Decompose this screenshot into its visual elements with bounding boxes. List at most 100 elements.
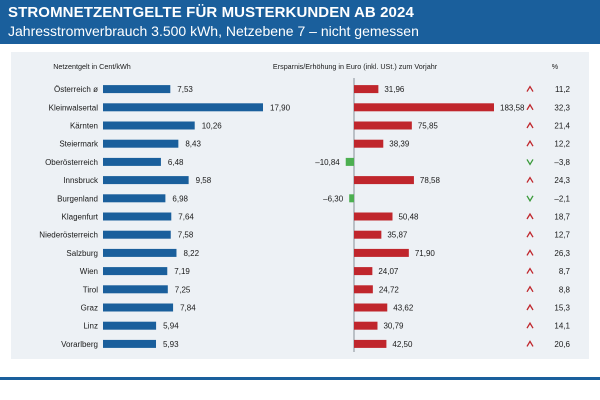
change-bar	[354, 267, 373, 276]
chart-subtitle: Jahresstromverbrauch 3.500 kWh, Netzeben…	[8, 23, 419, 39]
change-bar	[349, 194, 354, 203]
percent-value: 26,3	[554, 249, 570, 258]
netzentgelt-bar	[103, 212, 172, 221]
category-label: Kleinwalsertal	[49, 103, 99, 112]
arrow-down-icon	[526, 159, 534, 166]
category-label: Kärnten	[70, 122, 98, 131]
netzentgelt-value: 8,22	[183, 249, 199, 258]
netzentgelt-value: 7,25	[175, 285, 191, 294]
percent-value: 32,3	[554, 103, 570, 112]
percent-value: 21,4	[554, 122, 570, 131]
netzentgelt-value: 7,53	[177, 85, 193, 94]
netzentgelt-bar	[103, 321, 157, 330]
arrow-up-icon	[526, 85, 534, 92]
percent-value: 15,3	[554, 304, 570, 313]
netzentgelt-value: 7,19	[174, 267, 190, 276]
netzentgelt-bar	[103, 139, 179, 148]
percent-value: 8,8	[559, 285, 571, 294]
change-value: 78,58	[420, 176, 441, 185]
change-value: 42,50	[392, 340, 413, 349]
category-label: Salzburg	[66, 249, 98, 258]
change-value: 31,96	[384, 85, 405, 94]
arrow-up-icon	[526, 321, 534, 329]
change-bar	[354, 248, 409, 257]
column-header-change: Ersparnis/Erhöhung in Euro (inkl. USt.) …	[273, 62, 438, 71]
change-value: 35,87	[387, 231, 408, 240]
netzentgelt-bar	[103, 303, 174, 312]
netzentgelt-bar	[103, 85, 171, 94]
chart-title: STROMNETZENTGELTE FÜR MUSTERKUNDEN AB 20…	[8, 4, 414, 21]
category-label: Steiermark	[59, 140, 99, 149]
percent-value: 8,7	[559, 267, 571, 276]
change-value: 24,07	[378, 267, 399, 276]
change-value: 183,58	[500, 103, 525, 112]
netzentgelt-value: 7,64	[178, 213, 194, 222]
arrow-up-icon	[526, 176, 534, 183]
change-bar	[354, 321, 378, 330]
change-bar	[354, 139, 384, 148]
arrow-up-icon	[526, 267, 534, 274]
netzentgelt-value: 10,26	[202, 122, 223, 131]
arrow-down-icon	[526, 195, 534, 203]
change-bar	[354, 339, 387, 348]
arrow-up-icon	[526, 340, 534, 347]
percent-value: 20,6	[554, 340, 570, 349]
column-header-netzentgelt: Netzentgelt in Cent/kWh	[53, 62, 131, 71]
netzentgelt-value: 5,93	[163, 340, 179, 349]
bottom-rule	[0, 377, 600, 380]
category-label: Vorarlberg	[61, 340, 98, 349]
netzentgelt-value: 7,58	[178, 231, 194, 240]
change-bar	[354, 103, 494, 112]
percent-value: –3,8	[554, 158, 570, 167]
category-label: Österreich ø	[54, 85, 98, 94]
arrow-up-icon	[526, 212, 534, 220]
netzentgelt-bar	[103, 194, 166, 203]
change-bar	[345, 157, 354, 166]
percent-value: –2,1	[554, 194, 570, 203]
category-label: Tirol	[83, 285, 98, 294]
change-bar	[354, 230, 382, 239]
netzentgelt-value: 7,84	[180, 304, 196, 313]
change-bar	[354, 285, 373, 294]
percent-value: 12,2	[554, 140, 570, 149]
change-value: 30,79	[383, 322, 404, 331]
netzentgelt-bar	[103, 248, 177, 257]
change-value: 71,90	[415, 249, 436, 258]
change-value: 75,85	[418, 122, 439, 131]
change-bar	[354, 212, 393, 221]
netzentgelt-bar	[103, 230, 171, 239]
arrow-up-icon	[526, 249, 534, 256]
netzentgelt-value: 6,98	[172, 194, 188, 203]
change-value: 43,62	[393, 304, 414, 313]
netzentgelt-bar	[103, 285, 168, 294]
change-value: 24,72	[379, 285, 400, 294]
percent-value: 24,3	[554, 176, 570, 185]
netzentgelt-value: 9,58	[196, 176, 212, 185]
netzentgelt-value: 6,48	[168, 158, 184, 167]
arrow-up-icon	[526, 230, 534, 238]
arrow-up-icon	[526, 285, 534, 293]
change-bar	[354, 176, 414, 185]
change-value: –6,30	[323, 194, 344, 203]
header-banner: STROMNETZENTGELTE FÜR MUSTERKUNDEN AB 20…	[0, 0, 600, 44]
category-label: Burgenland	[57, 194, 98, 203]
category-label: Innsbruck	[63, 176, 99, 185]
netzentgelt-value: 5,94	[163, 322, 179, 331]
netzentgelt-bar	[103, 267, 168, 276]
percent-value: 12,7	[554, 231, 570, 240]
arrow-up-icon	[526, 103, 534, 111]
netzentgelt-value: 17,90	[270, 103, 291, 112]
category-label: Graz	[81, 304, 98, 313]
arrow-up-icon	[526, 303, 534, 311]
change-value: 38,39	[389, 140, 410, 149]
change-bar	[354, 121, 412, 130]
change-value: –10,84	[315, 158, 340, 167]
percent-value: 18,7	[554, 213, 570, 222]
category-label: Klagenfurt	[62, 213, 99, 222]
arrow-up-icon	[526, 121, 534, 129]
netzentgelt-bar	[103, 157, 161, 166]
category-label: Niederösterreich	[39, 231, 98, 240]
arrow-up-icon	[526, 139, 534, 147]
change-value: 50,48	[398, 213, 419, 222]
